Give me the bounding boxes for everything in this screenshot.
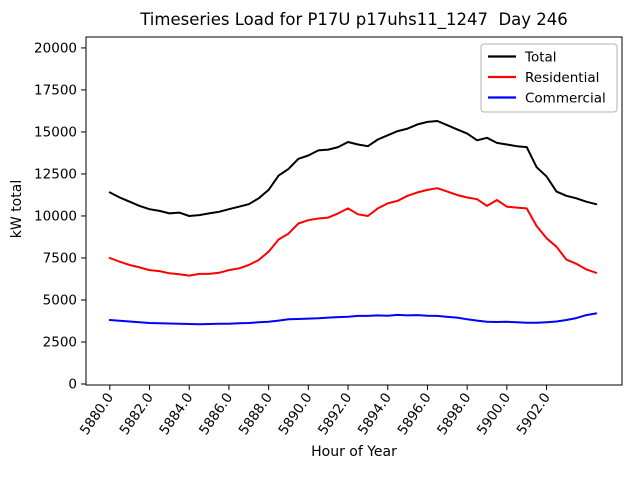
y-tick-label: 10000 xyxy=(34,208,77,224)
y-tick-label: 0 xyxy=(68,376,77,392)
legend-label-residential: Residential xyxy=(525,70,599,86)
y-tick-label: 2500 xyxy=(43,334,77,350)
chart-title: Timeseries Load for P17U p17uhs11_1247 D… xyxy=(140,10,568,29)
x-tick-label: 5902.0 xyxy=(514,390,554,438)
x-tick-label: 5880.0 xyxy=(77,390,117,438)
legend-label-commercial: Commercial xyxy=(525,91,606,107)
x-tick-label: 5886.0 xyxy=(196,390,236,438)
y-tick-label: 20000 xyxy=(34,40,77,56)
y-tick-label: 15000 xyxy=(34,124,77,140)
x-axis-ticks: 5880.0 5882.0 5884.0 5886.0 5888.0 5890.0 5892… xyxy=(77,385,554,438)
plot-area-border xyxy=(85,36,623,386)
y-tick-label: 7500 xyxy=(43,250,77,266)
x-tick-label: 5898.0 xyxy=(434,390,474,438)
x-tick-label: 5884.0 xyxy=(156,390,196,438)
y-tick-label: 12500 xyxy=(34,166,77,182)
x-tick-label: 5896.0 xyxy=(395,390,435,438)
x-tick-label: 5900.0 xyxy=(474,390,514,438)
x-tick-label: 5890.0 xyxy=(275,390,315,438)
x-axis-label: Hour of Year xyxy=(311,444,397,460)
series-line-total xyxy=(108,120,598,217)
x-tick-label: 5894.0 xyxy=(355,390,395,438)
y-tick-label: 17500 xyxy=(34,82,77,98)
x-tick-label: 5892.0 xyxy=(315,390,355,438)
legend-label-total: Total xyxy=(524,50,557,66)
x-tick-label: 5888.0 xyxy=(236,390,276,438)
series-lines xyxy=(108,120,598,326)
y-axis-label: kW total xyxy=(9,180,25,238)
series-line-commercial xyxy=(108,312,598,326)
legend: Total Residential Commercial xyxy=(480,43,618,113)
series-line-residential xyxy=(108,187,598,277)
legend-box xyxy=(480,43,618,113)
x-tick-label: 5882.0 xyxy=(117,390,157,438)
y-tick-label: 5000 xyxy=(43,292,77,308)
y-axis-ticks: 0 2500 5000 7500 10000 12500 15000 17500 20000 xyxy=(34,40,86,392)
